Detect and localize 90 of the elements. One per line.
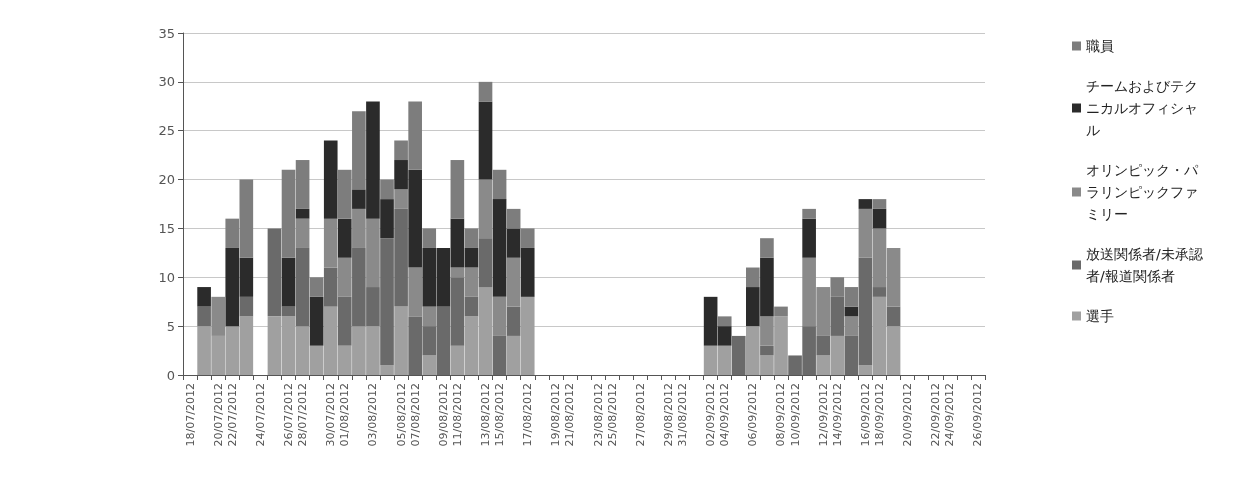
legend-label: チームおよびテクニカルオフィシャル xyxy=(1086,78,1198,138)
x-tick-label: 20/07/2012 xyxy=(211,383,225,447)
bar xyxy=(309,296,324,346)
y-tick-label: 15 xyxy=(158,220,175,236)
x-tick-label: 18/09/2012 xyxy=(872,383,886,447)
x-tick-label: 25/08/2012 xyxy=(605,383,619,447)
bar xyxy=(309,277,324,297)
x-tick-label: 04/09/2012 xyxy=(718,383,732,447)
bar xyxy=(337,218,352,258)
x-tick-label: 06/09/2012 xyxy=(746,383,760,447)
x-tick-label: 26/07/2012 xyxy=(282,383,296,447)
x-tick-label: 31/08/2012 xyxy=(675,383,689,447)
bar xyxy=(295,208,310,219)
x-tick-label: 19/08/2012 xyxy=(549,383,563,447)
x-tick-label: 28/07/2012 xyxy=(296,383,310,447)
legend-label: 放送関係者/未承認者/報道関係者 xyxy=(1086,246,1203,284)
bar xyxy=(239,296,254,317)
y-tick-label: 20 xyxy=(158,172,175,188)
x-tick-label: 12/09/2012 xyxy=(816,383,830,447)
x-tick-label: 27/08/2012 xyxy=(633,383,647,447)
bar xyxy=(760,238,774,258)
bar xyxy=(464,228,479,248)
bar xyxy=(492,169,507,200)
x-tick-label: 16/09/2012 xyxy=(858,383,872,447)
x-tick-label: 09/08/2012 xyxy=(436,383,450,447)
bar xyxy=(422,355,437,375)
x-tick-label: 24/09/2012 xyxy=(943,383,957,447)
x-tick-label: 10/09/2012 xyxy=(788,383,802,447)
x-tick-label: 01/08/2012 xyxy=(338,383,352,447)
x-tick-label: 08/09/2012 xyxy=(774,383,788,447)
bar xyxy=(858,199,873,209)
bar xyxy=(478,101,493,180)
bar xyxy=(830,296,845,336)
bar xyxy=(886,306,901,327)
bar xyxy=(450,160,465,219)
bar xyxy=(380,179,394,200)
bar xyxy=(760,345,774,356)
bar xyxy=(872,199,887,209)
x-tick-label: 07/08/2012 xyxy=(408,383,422,447)
bar xyxy=(506,208,521,229)
y-tick-label: 25 xyxy=(158,123,175,139)
y-tick-label: 10 xyxy=(158,269,175,285)
bar xyxy=(281,257,296,307)
bar xyxy=(802,218,816,258)
x-tick-label: 02/09/2012 xyxy=(704,383,718,447)
x-tick-label: 21/08/2012 xyxy=(563,383,577,447)
x-tick-label: 30/07/2012 xyxy=(324,383,338,447)
bar xyxy=(422,228,437,248)
legend-label: 選手 xyxy=(1086,308,1114,324)
legend-label: オリンピック・パラリンピックファミリー xyxy=(1086,162,1199,222)
x-tick-label: 24/07/2012 xyxy=(253,383,267,447)
bar xyxy=(478,81,493,102)
y-tick-label: 30 xyxy=(158,74,175,90)
x-tick-label: 29/08/2012 xyxy=(661,383,675,447)
bar xyxy=(717,316,732,327)
bar xyxy=(211,296,225,336)
x-tick-label: 15/08/2012 xyxy=(493,383,507,447)
x-tick-label: 23/08/2012 xyxy=(591,383,605,447)
x-tick-label: 26/09/2012 xyxy=(971,383,985,447)
legend-label: 職員 xyxy=(1086,38,1114,54)
x-tick-label: 22/07/2012 xyxy=(225,383,239,447)
x-tick-label: 13/08/2012 xyxy=(479,383,493,447)
bar xyxy=(478,179,493,239)
bar xyxy=(197,306,211,327)
x-tick-label: 05/08/2012 xyxy=(394,383,408,447)
bar xyxy=(197,287,211,307)
x-tick-label: 17/08/2012 xyxy=(521,383,535,447)
bar xyxy=(478,238,493,288)
y-tick-label: 5 xyxy=(166,318,175,334)
bar xyxy=(802,208,816,219)
bar xyxy=(506,306,521,336)
bar xyxy=(323,140,338,219)
x-tick-label: 18/07/2012 xyxy=(183,383,197,447)
y-tick-label: 35 xyxy=(158,25,175,41)
x-tick-label: 22/09/2012 xyxy=(929,383,943,447)
bar xyxy=(746,267,760,288)
bar xyxy=(492,335,507,375)
x-tick-label: 20/09/2012 xyxy=(901,383,915,447)
x-tick-label: 14/09/2012 xyxy=(830,383,844,447)
x-tick-label: 03/08/2012 xyxy=(366,383,380,447)
bar xyxy=(295,218,310,248)
bar xyxy=(394,189,408,209)
y-tick-label: 0 xyxy=(166,367,175,383)
bar xyxy=(520,228,535,248)
bar xyxy=(844,316,859,336)
bar xyxy=(872,208,887,229)
x-tick-label: 11/08/2012 xyxy=(450,383,464,447)
bar xyxy=(731,335,746,375)
bar xyxy=(774,306,788,317)
bar xyxy=(760,316,774,346)
